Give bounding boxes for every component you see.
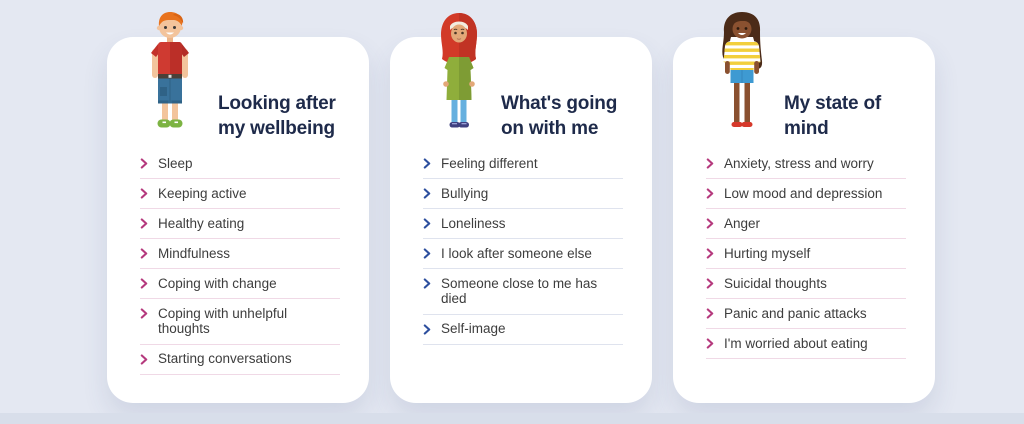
card-title: Looking after my wellbeing — [218, 92, 336, 139]
chevron-right-icon — [706, 308, 714, 319]
topic-link-label: Sleep — [158, 155, 193, 171]
chevron-right-icon — [140, 158, 148, 169]
topic-link-label: Coping with unhelpful thoughts — [158, 305, 288, 337]
chevron-right-icon — [706, 158, 714, 169]
topic-link-label: Mindfulness — [158, 245, 231, 261]
card-title: My state of mind — [784, 92, 882, 139]
topic-link-label: Keeping active — [158, 185, 247, 201]
topic-link-label: Feeling different — [441, 155, 538, 171]
girl-hijab-illustration — [427, 10, 491, 138]
chevron-right-icon — [706, 338, 714, 349]
topic-link-label: Low mood and depression — [724, 185, 883, 201]
chevron-right-icon — [706, 188, 714, 199]
card-looking-after-my-wellbeing: Looking after my wellbeing Sleep Keeping… — [107, 12, 369, 403]
topic-link[interactable]: Bullying — [423, 179, 623, 209]
topic-link-label: Healthy eating — [158, 215, 245, 231]
chevron-right-icon — [140, 218, 148, 229]
topic-link[interactable]: Panic and panic attacks — [706, 299, 906, 329]
topic-link-label: Self-image — [441, 321, 506, 336]
topic-link-label: Someone close to me has died — [441, 275, 598, 307]
girl-hijab-character-illustration — [441, 13, 477, 128]
topic-link[interactable]: I'm worried about eating — [706, 329, 906, 359]
boy-red-shirt-illustration — [138, 10, 202, 138]
topic-link-label: Suicidal thoughts — [724, 275, 827, 291]
chevron-right-icon — [140, 308, 148, 319]
topic-link[interactable]: Keeping active — [140, 179, 340, 209]
chevron-right-icon — [423, 218, 431, 229]
topic-link-label: Hurting myself — [724, 245, 811, 261]
topic-link[interactable]: Suicidal thoughts — [706, 269, 906, 299]
topic-link[interactable]: Self-image — [423, 315, 623, 345]
chevron-right-icon — [140, 353, 148, 365]
topic-link[interactable]: Hurting myself — [706, 239, 906, 269]
topic-link[interactable]: Starting conversations — [140, 345, 340, 375]
topic-link[interactable]: Anxiety, stress and worry — [706, 149, 906, 179]
topic-link-label: Bullying — [441, 185, 489, 201]
topic-link[interactable]: Feeling different — [423, 149, 623, 179]
topic-link-label: Loneliness — [441, 215, 506, 231]
topic-link[interactable]: Coping with unhelpful thoughts — [140, 299, 340, 345]
topic-link-label: Panic and panic attacks — [724, 305, 867, 321]
girl-striped-top-character-illustration — [722, 12, 763, 127]
topic-link[interactable]: Mindfulness — [140, 239, 340, 269]
card-whats-going-on-with-me: What's going on with me Feeling differen… — [390, 13, 652, 403]
card-my-state-of-mind: My state of mind Anxiety, stress and wor… — [673, 12, 935, 403]
topic-link-label: Coping with change — [158, 275, 277, 291]
topic-link[interactable]: Loneliness — [423, 209, 623, 239]
topic-link-label: I look after someone else — [441, 245, 592, 261]
card-title: What's going on with me — [501, 92, 618, 139]
chevron-right-icon — [423, 278, 431, 289]
chevron-right-icon — [706, 218, 714, 229]
girl-striped-top-illustration — [710, 10, 774, 138]
topic-link-label: I'm worried about eating — [724, 335, 868, 351]
chevron-right-icon — [140, 248, 148, 259]
chevron-right-icon — [140, 278, 148, 289]
chevron-right-icon — [423, 188, 431, 199]
topic-link[interactable]: Anger — [706, 209, 906, 239]
topic-link[interactable]: Coping with change — [140, 269, 340, 299]
chevron-right-icon — [423, 158, 431, 169]
page-bottom-strip — [0, 413, 1024, 424]
boy-character-illustration — [151, 12, 189, 128]
card-link-list: Feeling different Bullying Loneliness I … — [423, 149, 623, 345]
chevron-right-icon — [423, 323, 431, 335]
topic-link-label: Anger — [724, 215, 761, 231]
chevron-right-icon — [706, 278, 714, 289]
topic-link[interactable]: Healthy eating — [140, 209, 340, 239]
chevron-right-icon — [423, 248, 431, 259]
topic-link[interactable]: Someone close to me has died — [423, 269, 623, 315]
topic-link[interactable]: Sleep — [140, 149, 340, 179]
card-link-list: Anxiety, stress and worry Low mood and d… — [706, 149, 906, 359]
topic-link-label: Anxiety, stress and worry — [724, 155, 874, 171]
chevron-right-icon — [706, 248, 714, 259]
topic-link[interactable]: Low mood and depression — [706, 179, 906, 209]
topic-link[interactable]: I look after someone else — [423, 239, 623, 269]
chevron-right-icon — [140, 188, 148, 199]
card-link-list: Sleep Keeping active Healthy eating Mind… — [140, 149, 340, 375]
topic-link-label: Starting conversations — [158, 351, 292, 366]
